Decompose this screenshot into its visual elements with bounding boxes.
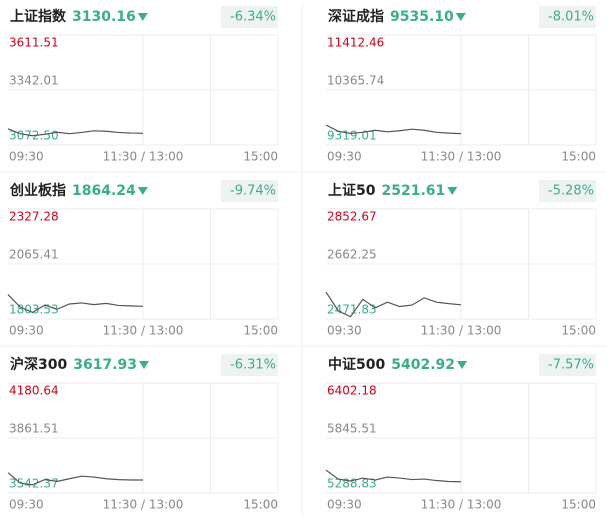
price-line (325, 291, 462, 318)
price-line (7, 294, 144, 314)
y-tick-label: 11412.46 (327, 36, 384, 50)
y-tick-label: 5288.83 (327, 477, 377, 491)
x-tick-label: 09:30 (327, 324, 362, 338)
y-tick-label: 2852.67 (327, 210, 377, 224)
change-percent: -8.01% (548, 10, 594, 25)
x-tick-label: 09:30 (327, 498, 362, 512)
y-tick-label: 2065.41 (9, 247, 59, 261)
down-arrow (139, 361, 149, 369)
index-name: 中证500 (328, 356, 385, 373)
y-tick-label: 2327.28 (9, 210, 59, 224)
x-tick-label: 09:30 (9, 498, 44, 512)
change-percent: -9.74% (230, 184, 276, 199)
change-percent: -6.31% (230, 358, 276, 373)
x-tick-label: 11:30 / 13:00 (103, 150, 184, 164)
index-panel: 中证500 5402.92 -7.57% 5288.83 5845.51 6402.18 0… (325, 354, 597, 512)
x-tick-label: 11:30 / 13:00 (103, 324, 184, 338)
y-tick-label: 2471.83 (327, 303, 377, 317)
x-tick-label: 15:00 (561, 324, 596, 338)
price-line (7, 472, 143, 486)
y-tick-label: 3611.51 (9, 36, 59, 50)
x-tick-label: 15:00 (561, 150, 596, 164)
down-arrow (447, 187, 458, 195)
change-badge (221, 354, 278, 376)
price-line (325, 469, 462, 483)
index-name: 沪深300 (10, 356, 67, 373)
x-tick-label: 11:30 / 13:00 (421, 150, 502, 164)
y-tick-label: 4180.64 (9, 384, 59, 398)
y-tick-label: 3861.51 (9, 421, 59, 435)
x-tick-label: 09:30 (9, 150, 44, 164)
y-tick-label: 3542.37 (9, 477, 59, 491)
price-line (325, 124, 462, 135)
x-tick-label: 15:00 (243, 498, 278, 512)
change-badge (221, 180, 278, 202)
y-tick-label: 5845.51 (327, 421, 377, 435)
y-tick-label: 6402.18 (327, 384, 377, 398)
index-price: 5402.92 (391, 357, 455, 373)
x-tick-label: 15:00 (243, 150, 278, 164)
index-price: 1864.24 (72, 183, 136, 199)
index-price: 3617.93 (73, 357, 137, 373)
change-badge (539, 354, 596, 376)
index-panel: 上证指数 3130.16 -6.34%3072.503342.013611.5109… (7, 6, 279, 164)
change-percent: -5.28% (548, 184, 594, 199)
x-tick-label: 11:30 / 13:00 (421, 498, 502, 512)
index-price: 2521.61 (381, 183, 445, 199)
y-tick-label: 10365.74 (327, 73, 384, 87)
y-tick-label: 9319.01 (327, 129, 377, 143)
index-price: 3130.16 (72, 9, 136, 25)
y-tick-label: 3342.01 (9, 73, 59, 87)
x-tick-label: 09:30 (327, 150, 362, 164)
down-arrow (455, 13, 466, 21)
x-tick-label: 15:00 (561, 498, 596, 512)
change-badge (539, 180, 596, 202)
x-tick-label: 11:30 / 13:00 (103, 498, 184, 512)
x-tick-label: 15:00 (243, 324, 278, 338)
index-name: 深证成指 (328, 8, 384, 25)
index-panel: 创业板指 1864.24 -9.74% 1803.53 2065.41 2327.28 09… (7, 180, 279, 338)
change-percent: -7.57% (548, 358, 594, 373)
change-percent: -6.34% (230, 10, 276, 25)
index-price: 9535.10 (390, 9, 454, 25)
y-tick-label: 2662.25 (327, 248, 377, 262)
price-line (7, 128, 144, 137)
index-name: 上证指数 (10, 8, 67, 25)
down-arrow (457, 361, 467, 369)
index-panel: 沪深300 3617.93 -6.31% 3542.37 3861.51 4180.64 0… (7, 354, 279, 512)
change-badge (221, 6, 278, 28)
x-tick-label: 09:30 (9, 324, 44, 338)
index-panel: 上证50 2521.61 -5.28% 2471.83 2662.25 2852.67 09… (325, 180, 597, 338)
down-arrow (137, 13, 148, 21)
index-name: 上证50 (328, 183, 376, 199)
y-tick-label: 1803.53 (9, 303, 59, 317)
change-badge (539, 6, 596, 28)
index-panel: 深证成指 9535.10 -8.01% 9319.01 10365.74 11412.46… (325, 6, 597, 164)
down-arrow (137, 187, 148, 195)
x-tick-label: 11:30 / 13:00 (421, 324, 502, 338)
index-name: 创业板指 (9, 182, 66, 199)
